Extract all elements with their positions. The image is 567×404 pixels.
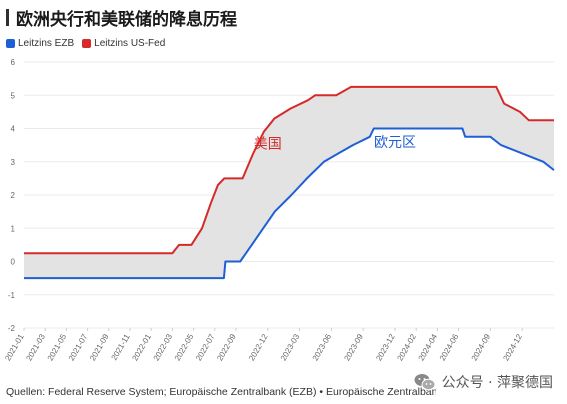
legend-swatch-ezb — [6, 38, 15, 48]
y-tick-label-3: 3 — [11, 158, 16, 167]
watermark-text: 公众号 · 萍聚德国 — [441, 375, 553, 391]
wechat-icon — [414, 374, 436, 391]
x-tick-label-4: 2021-09 — [88, 332, 111, 362]
x-tick-label-7: 2022-03 — [152, 332, 175, 362]
line-chart: 6543210-1-22021-012021-032021-052021-072… — [3, 58, 555, 362]
y-tick-label-4: 2 — [11, 191, 16, 200]
legend-label-ezb: Leitzins EZB — [18, 37, 75, 49]
y-tick-label-6: 0 — [11, 258, 16, 267]
x-tick-label-13: 2023-06 — [311, 332, 334, 362]
x-tick-label-16: 2024-02 — [395, 332, 418, 362]
x-tick-label-19: 2024-09 — [470, 332, 493, 362]
annotation-usa: 美国 — [254, 136, 282, 152]
x-tick-label-1: 2021-03 — [24, 332, 47, 362]
x-tick-label-12: 2023-03 — [279, 332, 302, 362]
y-tick-label-5: 1 — [11, 224, 16, 233]
title-accent-bar — [6, 9, 9, 26]
y-tick-label-2: 4 — [11, 125, 16, 134]
y-tick-label-7: -1 — [8, 291, 16, 300]
x-tick-label-20: 2024-12 — [501, 332, 524, 362]
legend-label-fed: Leitzins US-Fed — [94, 37, 166, 49]
legend-swatch-fed — [82, 38, 92, 48]
watermark: 公众号 · 萍聚德国 — [414, 372, 553, 392]
x-tick-label-14: 2023-09 — [342, 332, 365, 362]
legend: Leitzins EZB Leitzins US-Fed — [6, 36, 165, 50]
y-tick-label-8: -2 — [8, 324, 16, 333]
x-tick-label-11: 2022-12 — [247, 332, 270, 362]
x-tick-label-17: 2024-04 — [417, 332, 440, 362]
x-tick-label-3: 2021-07 — [67, 332, 90, 362]
y-tick-label-1: 5 — [11, 91, 16, 100]
x-tick-label-6: 2022-01 — [130, 332, 153, 362]
series-line-ezb — [24, 127, 555, 280]
legend-item-ezb[interactable]: Leitzins EZB — [6, 38, 74, 49]
x-tick-label-2: 2021-05 — [46, 332, 69, 362]
rate-gap-area — [24, 86, 554, 279]
x-tick-label-10: 2022-09 — [215, 332, 238, 362]
x-tick-label-9: 2022-07 — [194, 332, 217, 362]
y-tick-label-0: 6 — [11, 58, 16, 67]
x-tick-label-0: 2021-01 — [3, 332, 26, 362]
chart-title: 欧洲央行和美联储的降息历程 — [16, 10, 237, 30]
x-tick-label-15: 2023-12 — [374, 332, 397, 362]
x-tick-label-18: 2024-06 — [438, 332, 461, 362]
x-tick-label-5: 2021-11 — [110, 332, 132, 362]
x-tick-label-8: 2022-05 — [173, 332, 196, 362]
series-line-fed — [24, 85, 554, 255]
source-note: Quellen: Federal Reserve System; Europäi… — [6, 386, 436, 398]
legend-item-fed[interactable]: Leitzins US-Fed — [82, 38, 165, 49]
annotation-eurozone: 欧元区 — [374, 135, 416, 151]
